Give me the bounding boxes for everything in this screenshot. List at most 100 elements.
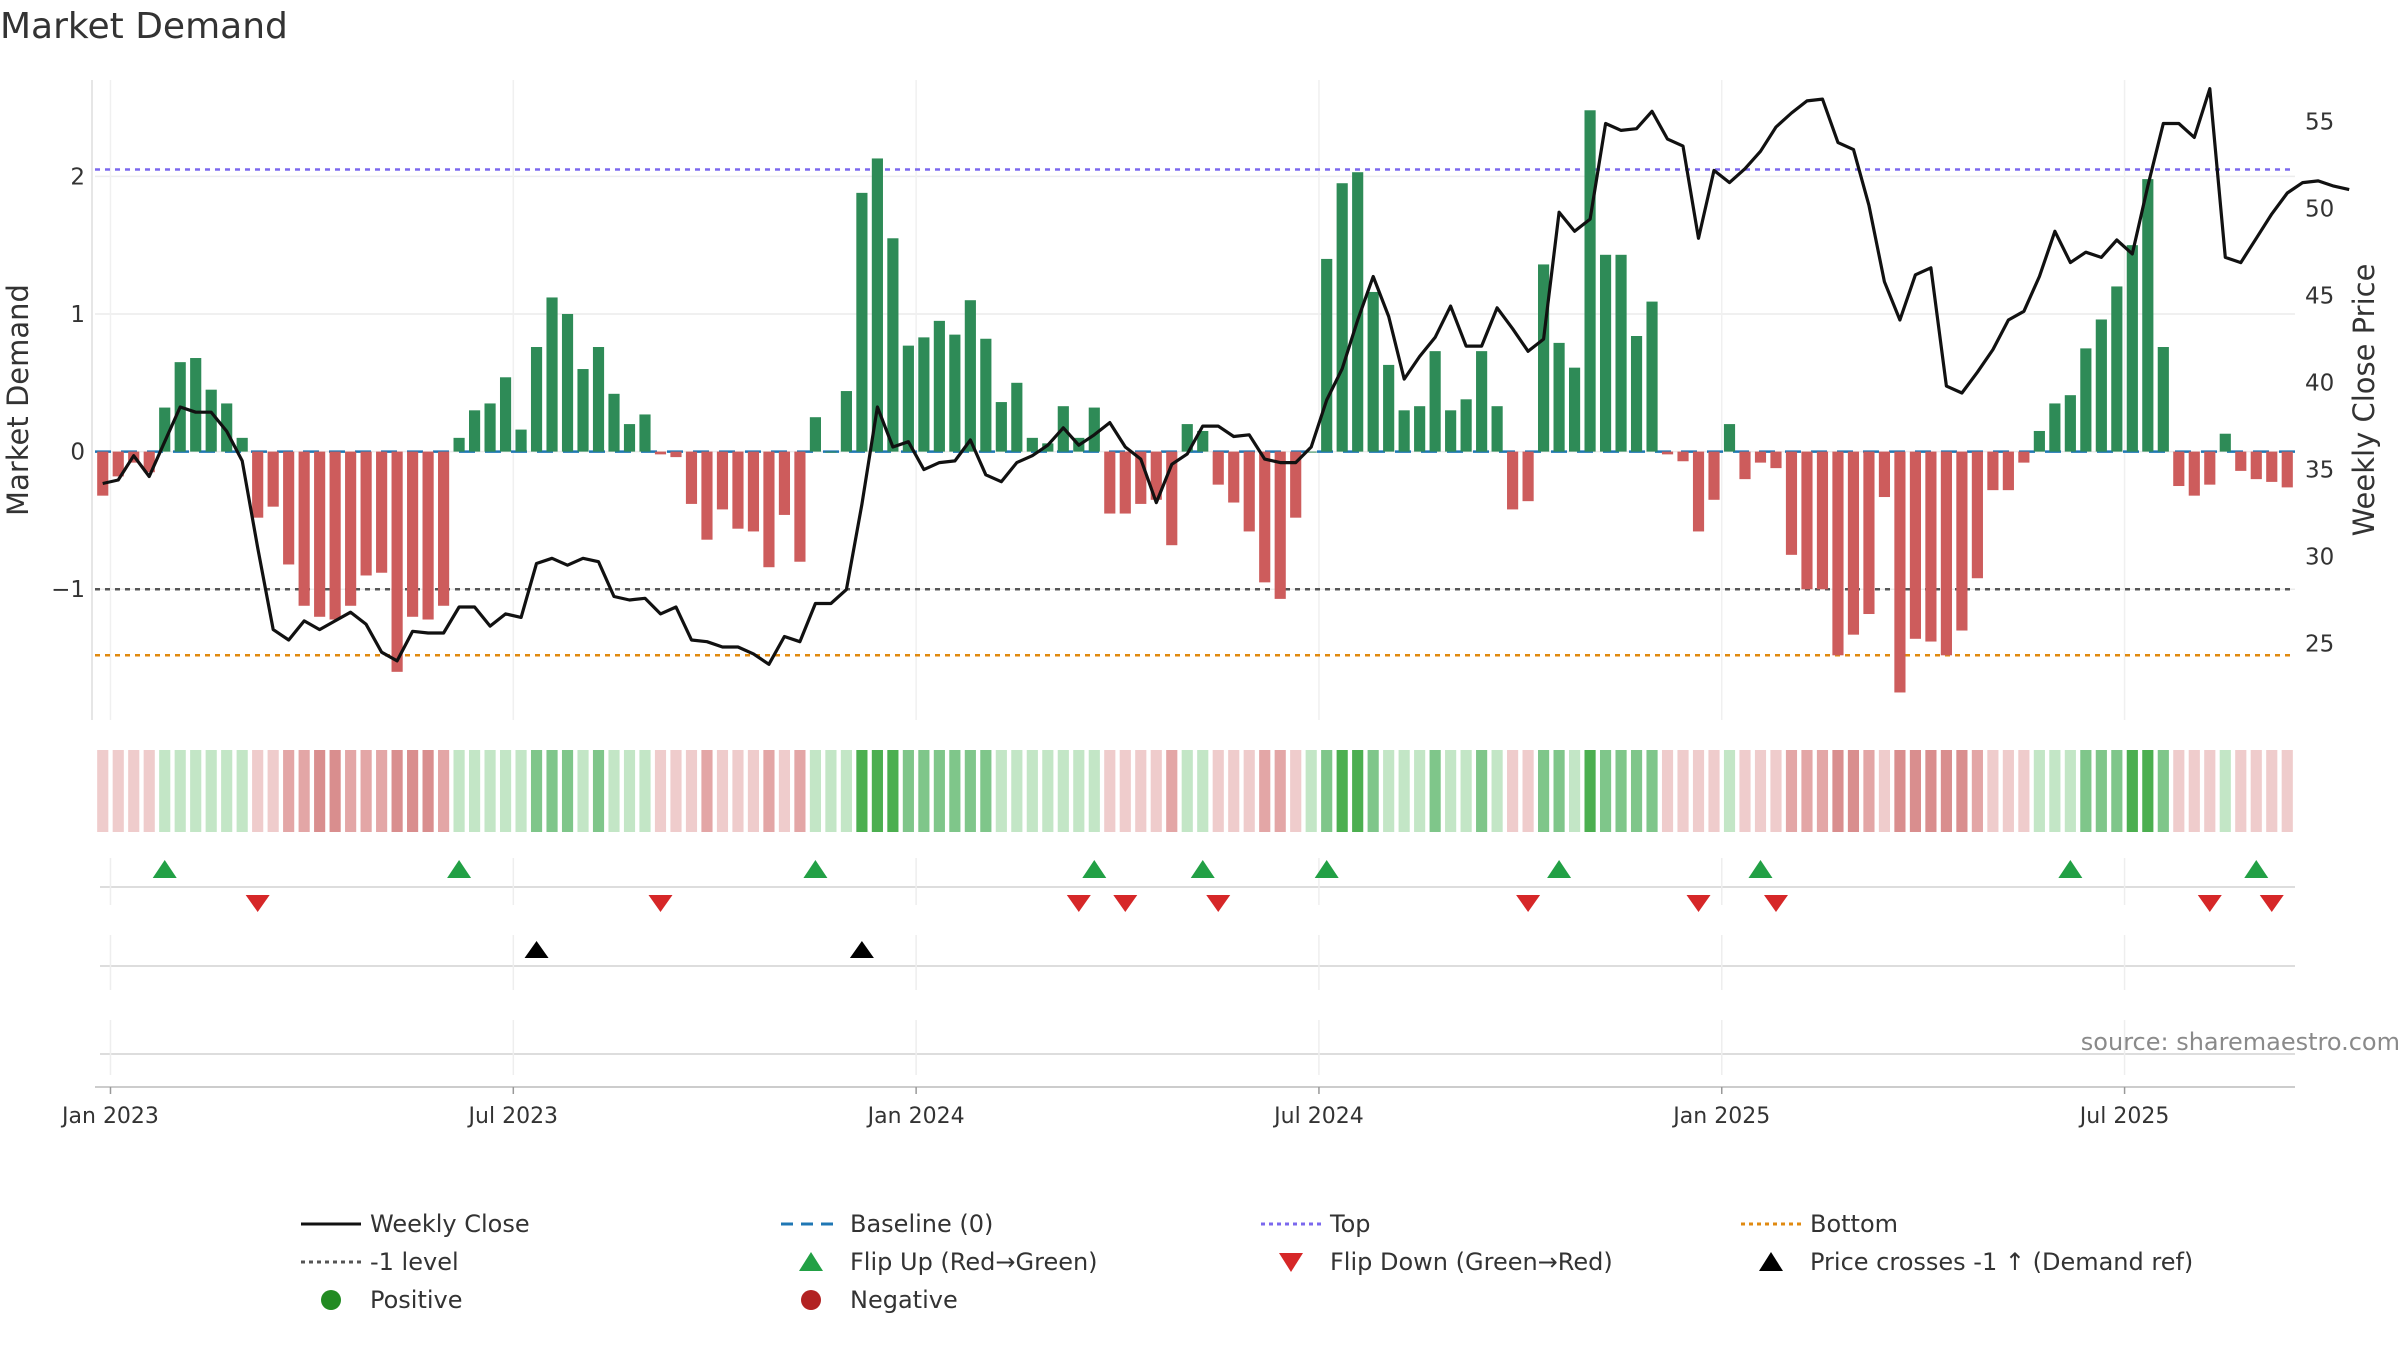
flip-down-marker	[1763, 895, 1788, 912]
flip-up-marker	[1547, 860, 1572, 878]
strip-cell	[1615, 750, 1627, 832]
flip-up-marker	[1082, 860, 1107, 878]
demand-bar	[561, 313, 574, 452]
legend-label: -1 level	[370, 1248, 459, 1276]
demand-bar	[1181, 424, 1193, 452]
strip-cell	[1987, 750, 1999, 832]
demand-bar	[1863, 451, 1875, 615]
strip-cell	[1507, 750, 1519, 832]
legend-label: Weekly Close	[370, 1210, 530, 1238]
strip-cell	[2049, 750, 2061, 832]
strip-cell	[530, 750, 543, 832]
strip-cell	[1476, 750, 1488, 832]
demand-bar	[1956, 451, 1968, 631]
demand-bar	[1445, 410, 1457, 452]
demand-bar	[2173, 451, 2185, 487]
flip-down-marker	[2197, 895, 2222, 912]
demand-bar	[1522, 451, 1534, 502]
strip-cell	[778, 750, 791, 832]
demand-bar	[1754, 451, 1767, 463]
demand-bar	[825, 451, 837, 453]
strip-cell	[2111, 750, 2123, 832]
demand-bar	[685, 451, 698, 504]
demand-bar	[391, 451, 403, 672]
strip-cell	[1011, 750, 1023, 832]
demand-bar	[329, 451, 341, 620]
strip-cell	[2095, 750, 2107, 832]
demand-bar	[2002, 451, 2014, 491]
legend-label: Price crosses -1 ↑ (Demand ref)	[1810, 1248, 2194, 1276]
y2-tick-label: 35	[2305, 458, 2334, 484]
strip-cell	[2235, 750, 2247, 832]
flip-down-marker	[1206, 895, 1231, 912]
demand-bar	[577, 369, 589, 452]
demand-bar	[2033, 430, 2045, 452]
strip-cell	[515, 750, 527, 832]
strip-cell	[236, 750, 248, 832]
strip-cell	[1228, 750, 1240, 832]
legend-positive: Positive	[300, 1286, 463, 1314]
demand-bar	[190, 358, 202, 452]
strip-cell	[1630, 750, 1643, 832]
legend: Weekly Close Baseline (0) Top Bottom -1 …	[300, 1210, 2250, 1324]
strip-cell	[1150, 750, 1162, 832]
strip-cell	[2064, 750, 2076, 832]
demand-bar	[267, 451, 279, 507]
x-tick-label: Jan 2024	[866, 1104, 965, 1129]
demand-bar	[314, 451, 326, 617]
strip-cell	[918, 750, 930, 832]
legend-weekly-close: Weekly Close	[300, 1210, 530, 1238]
strip-cell	[1491, 750, 1503, 832]
demand-bar	[949, 334, 961, 452]
strip-cell	[1708, 750, 1720, 832]
strip-cell	[1971, 750, 1983, 832]
demand-bar	[1398, 410, 1410, 452]
legend-negative: Negative	[780, 1286, 958, 1314]
demand-bar	[360, 451, 372, 576]
demand-bar	[639, 414, 651, 452]
demand-bar	[1785, 451, 1798, 555]
strip-cell	[995, 750, 1007, 832]
strip-cell	[1398, 750, 1410, 832]
demand-bar	[1305, 451, 1317, 453]
demand-bar	[1832, 451, 1844, 656]
strip-cell	[1104, 750, 1116, 832]
y-tick-label: −1	[51, 577, 85, 603]
flip-down-marker	[245, 895, 270, 912]
flip-down-marker	[2259, 895, 2284, 912]
strip-cell	[1166, 750, 1178, 832]
x-tick-label: Jul 2023	[467, 1104, 559, 1129]
chart-title: Market Demand	[0, 6, 288, 47]
demand-bar	[1569, 367, 1581, 452]
strip-cell	[345, 750, 357, 832]
demand-bar	[1367, 291, 1379, 452]
strip-cell	[902, 750, 914, 832]
demand-bar	[469, 410, 481, 452]
y2-tick-label: 45	[2305, 284, 2334, 310]
price-layer	[102, 87, 2350, 666]
demand-bar	[515, 429, 527, 452]
demand-bar	[2188, 451, 2200, 496]
strip-cell	[422, 750, 434, 832]
strip-cell	[1816, 750, 1829, 832]
strip-cell	[1026, 750, 1038, 832]
demand-bar	[1336, 183, 1348, 452]
strip-cell	[1290, 750, 1302, 832]
strip-cell	[1754, 750, 1767, 832]
demand-bar	[980, 338, 992, 452]
strip-cell	[1212, 750, 1224, 832]
y2-axis-label: Weekly Close Price	[2347, 264, 2381, 537]
legend-label: Negative	[850, 1286, 958, 1314]
demand-bar	[670, 451, 682, 458]
strip-cell	[1584, 750, 1596, 832]
demand-bar	[995, 402, 1007, 452]
strip-cell	[1956, 750, 1968, 832]
demand-bar	[1692, 451, 1705, 532]
bars-layer	[97, 110, 2293, 693]
xaxis-layer: Jan 2023 Jul 2023 Jan 2024 Jul 2024 Jan 2025…	[60, 1086, 2295, 1129]
demand-bar	[1661, 451, 1674, 455]
legend-baseline: Baseline (0)	[780, 1210, 993, 1238]
dot-icon	[321, 1290, 341, 1310]
flip-down-marker	[648, 895, 673, 912]
demand-bar	[2080, 348, 2092, 452]
